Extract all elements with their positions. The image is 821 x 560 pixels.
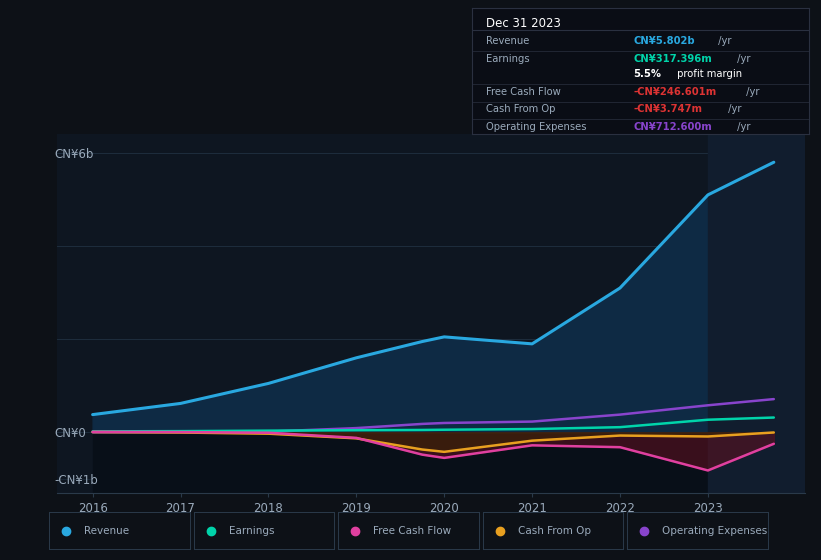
Text: -CN¥3.747m: -CN¥3.747m (634, 104, 703, 114)
Text: Operating Expenses: Operating Expenses (485, 122, 586, 132)
Text: CN¥5.802b: CN¥5.802b (634, 36, 695, 46)
Text: Free Cash Flow: Free Cash Flow (485, 86, 560, 96)
Text: profit margin: profit margin (674, 69, 742, 79)
Text: /yr: /yr (724, 104, 741, 114)
Text: CN¥712.600m: CN¥712.600m (634, 122, 713, 132)
Text: /yr: /yr (715, 36, 732, 46)
Text: Dec 31 2023: Dec 31 2023 (485, 17, 561, 30)
Text: /yr: /yr (743, 86, 759, 96)
Text: Earnings: Earnings (485, 54, 530, 64)
Text: /yr: /yr (734, 122, 750, 132)
Text: -CN¥246.601m: -CN¥246.601m (634, 86, 717, 96)
Text: Operating Expenses: Operating Expenses (663, 526, 768, 535)
Bar (708, 134, 805, 493)
Text: /yr: /yr (734, 54, 750, 64)
Text: Earnings: Earnings (229, 526, 274, 535)
Text: 5.5%: 5.5% (634, 69, 662, 79)
Text: Revenue: Revenue (85, 526, 130, 535)
Text: Cash From Op: Cash From Op (485, 104, 555, 114)
Text: Cash From Op: Cash From Op (518, 526, 591, 535)
Text: CN¥317.396m: CN¥317.396m (634, 54, 713, 64)
Text: Free Cash Flow: Free Cash Flow (374, 526, 452, 535)
Text: Revenue: Revenue (485, 36, 529, 46)
